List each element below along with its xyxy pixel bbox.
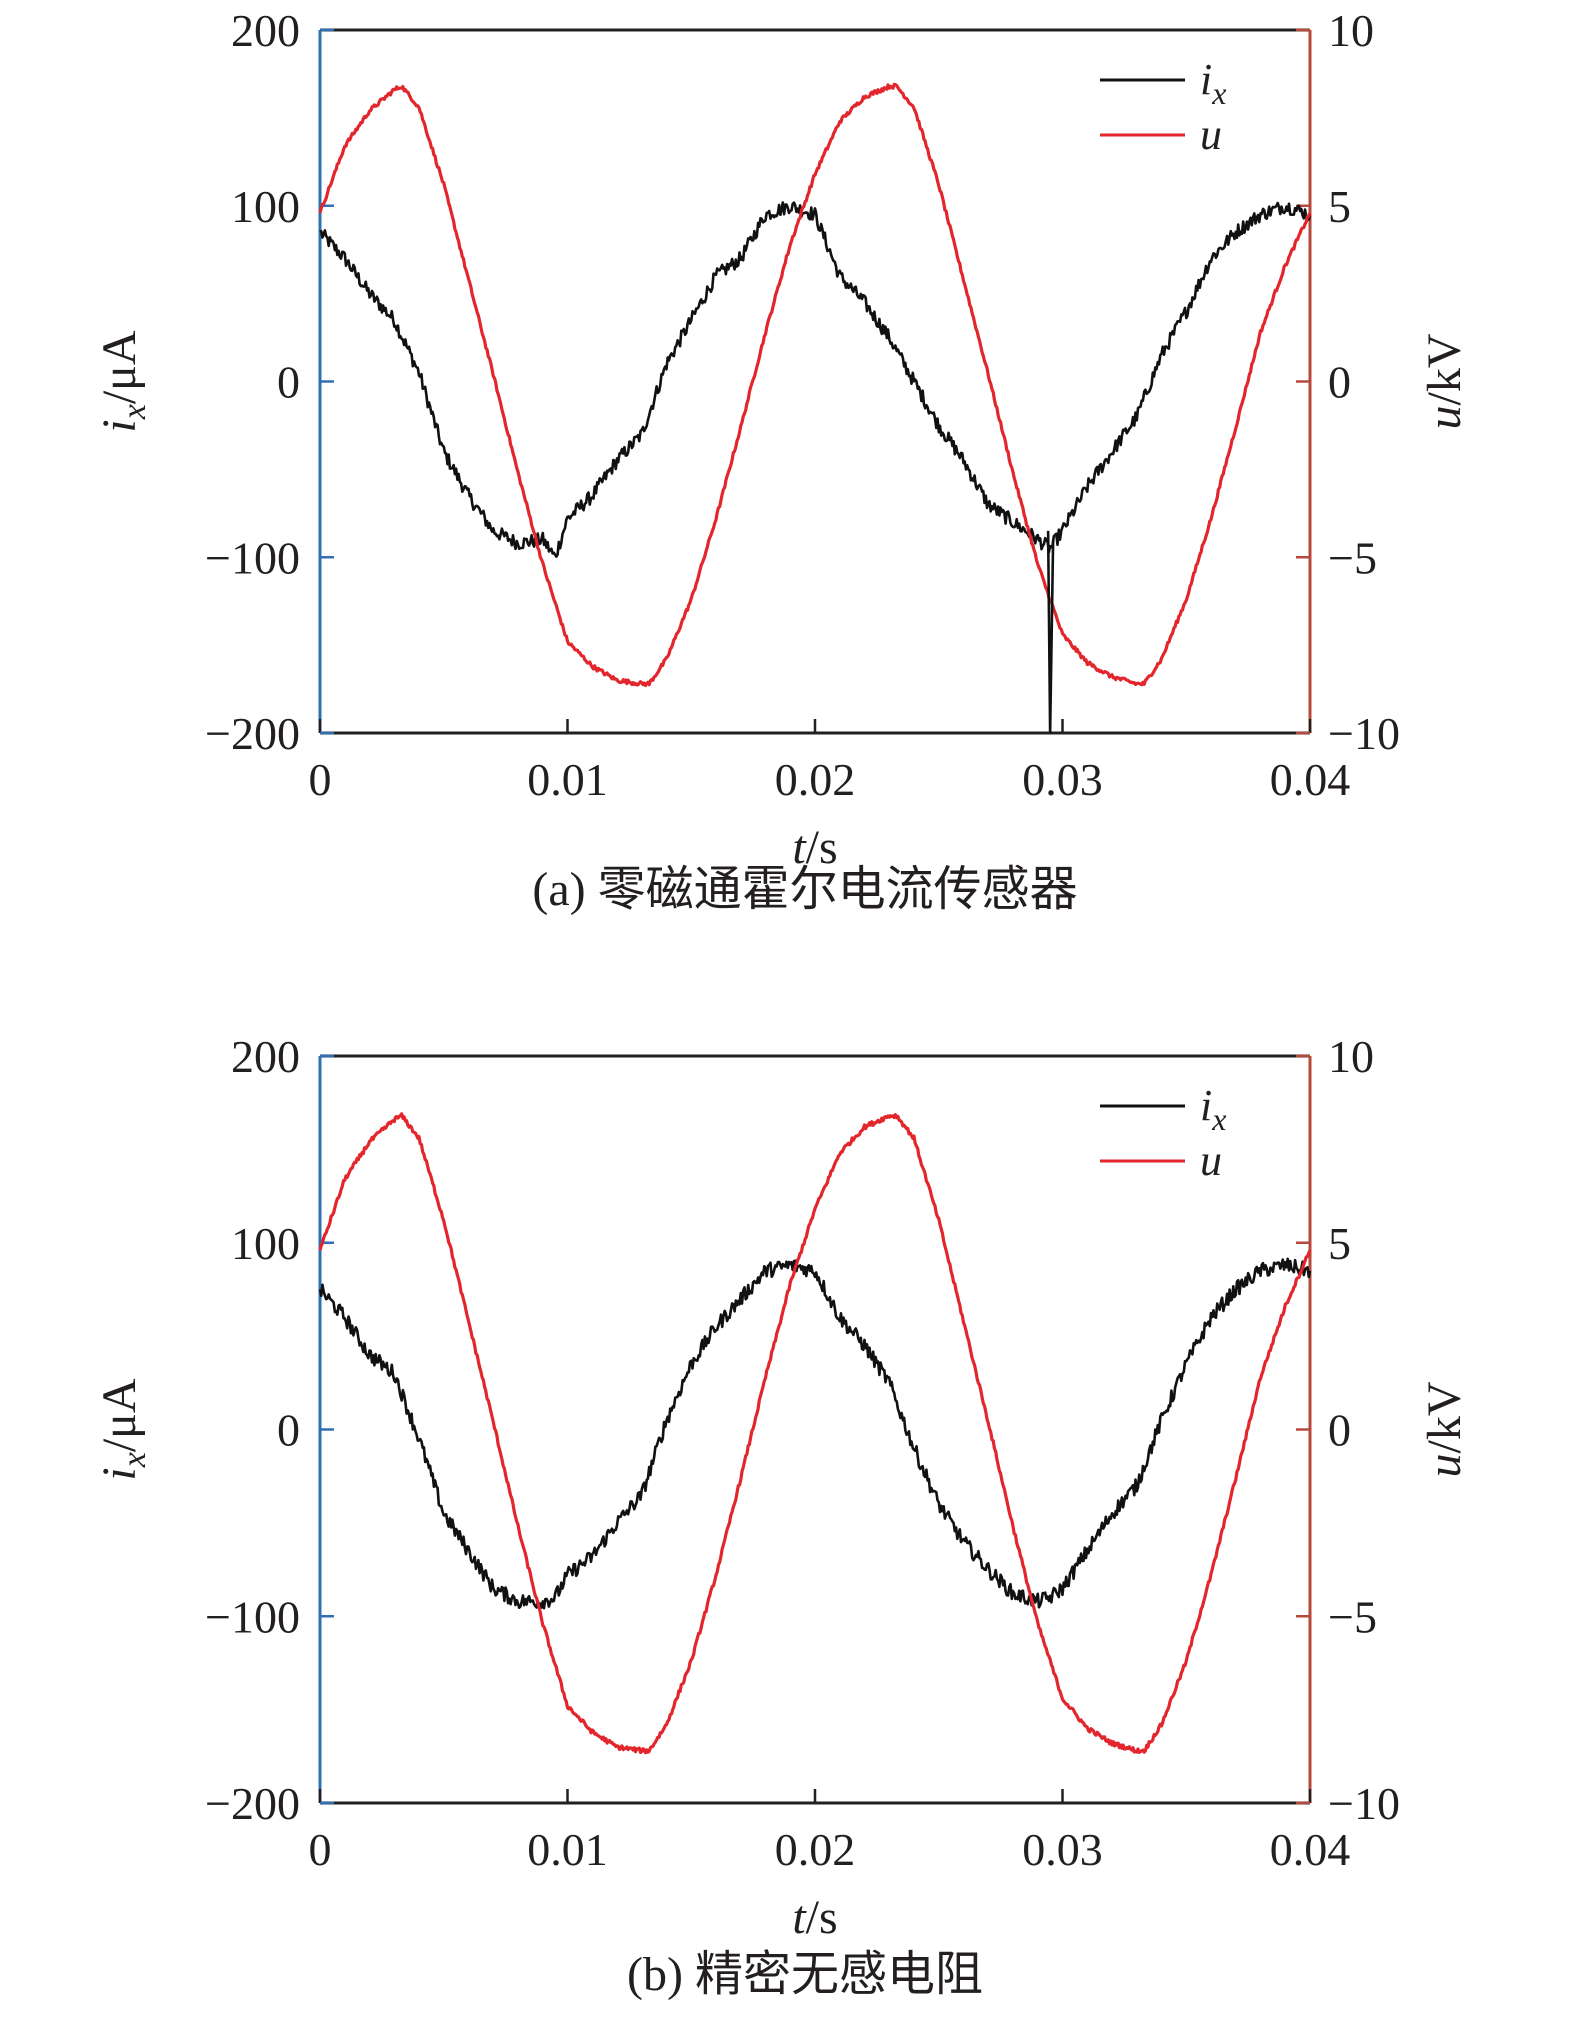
y-left-tick-label: 100: [231, 1218, 300, 1269]
chart-panel-b: 0 0.01 0.02 0.03 0.04 200 100 0 −100 −200 10 5 0 −5 −1…: [93, 1031, 1471, 2001]
x-tick-label: 0.04: [1270, 1824, 1351, 1875]
y-right-tick-label: −5: [1328, 532, 1377, 583]
y-left-axis-label: ix/μA: [93, 1378, 153, 1481]
y-left-tick-label: 100: [231, 181, 300, 232]
y-right-tick-label: 5: [1328, 181, 1351, 232]
legend: ixu: [1100, 1081, 1226, 1185]
legend-label-ix: ix: [1200, 1081, 1226, 1137]
y-right-tick-label: 0: [1328, 357, 1351, 408]
legend: ixu: [1100, 55, 1226, 159]
y-right-tick-label: −10: [1328, 1778, 1400, 1829]
series-line-u: [318, 82, 1312, 688]
legend-label-u: u: [1200, 110, 1222, 159]
legend-label-ix: ix: [1200, 55, 1226, 111]
x-tick-label: 0.03: [1022, 1824, 1103, 1875]
x-tick-label: 0.02: [775, 754, 856, 805]
x-tick-label: 0.03: [1022, 754, 1103, 805]
chart-caption: (a) 零磁通霍尔电流传感器: [532, 863, 1077, 916]
y-right-tick-label: −5: [1328, 1591, 1377, 1642]
x-axis-label: t/s: [792, 1891, 837, 1944]
series-line-u: [318, 1112, 1312, 1755]
series-line-ix: [318, 1257, 1312, 1610]
x-tick-label: 0.01: [527, 1824, 608, 1875]
y-left-tick-label: 200: [231, 5, 300, 56]
x-tick-label: 0: [309, 754, 332, 805]
y-right-axis-label: u/kV: [1418, 1381, 1471, 1477]
y-right-axis-label: u/kV: [1418, 333, 1471, 429]
chart-panel-a: 0 0.01 0.02 0.03 0.04 200 100 0 −100 −200 10 5 0 −5 −1…: [93, 5, 1471, 916]
x-tick-label: 0.04: [1270, 754, 1351, 805]
y-left-tick-label: 0: [277, 1405, 300, 1456]
series-spike-ix: [1046, 530, 1055, 734]
x-tick-label: 0.01: [527, 754, 608, 805]
y-left-axis-label: ix/μA: [93, 330, 153, 433]
y-left-tick-label: 0: [277, 357, 300, 408]
series-line-ix: [319, 201, 1312, 558]
y-left-tick-label: −100: [205, 532, 300, 583]
y-right-tick-label: 5: [1328, 1218, 1351, 1269]
x-tick-label: 0: [309, 1824, 332, 1875]
legend-label-u: u: [1200, 1136, 1222, 1185]
x-tick-label: 0.02: [775, 1824, 856, 1875]
y-right-tick-label: 10: [1328, 1031, 1374, 1082]
y-left-tick-label: −200: [205, 1778, 300, 1829]
y-right-tick-label: 0: [1328, 1405, 1351, 1456]
x-axis-label: t/s: [792, 821, 837, 874]
y-right-tick-label: 10: [1328, 5, 1374, 56]
chart-caption: (b) 精密无感电阻: [627, 1948, 983, 2001]
y-right-tick-label: −10: [1328, 708, 1400, 759]
y-left-tick-label: 200: [231, 1031, 300, 1082]
y-left-tick-label: −100: [205, 1591, 300, 1642]
y-left-tick-label: −200: [205, 708, 300, 759]
